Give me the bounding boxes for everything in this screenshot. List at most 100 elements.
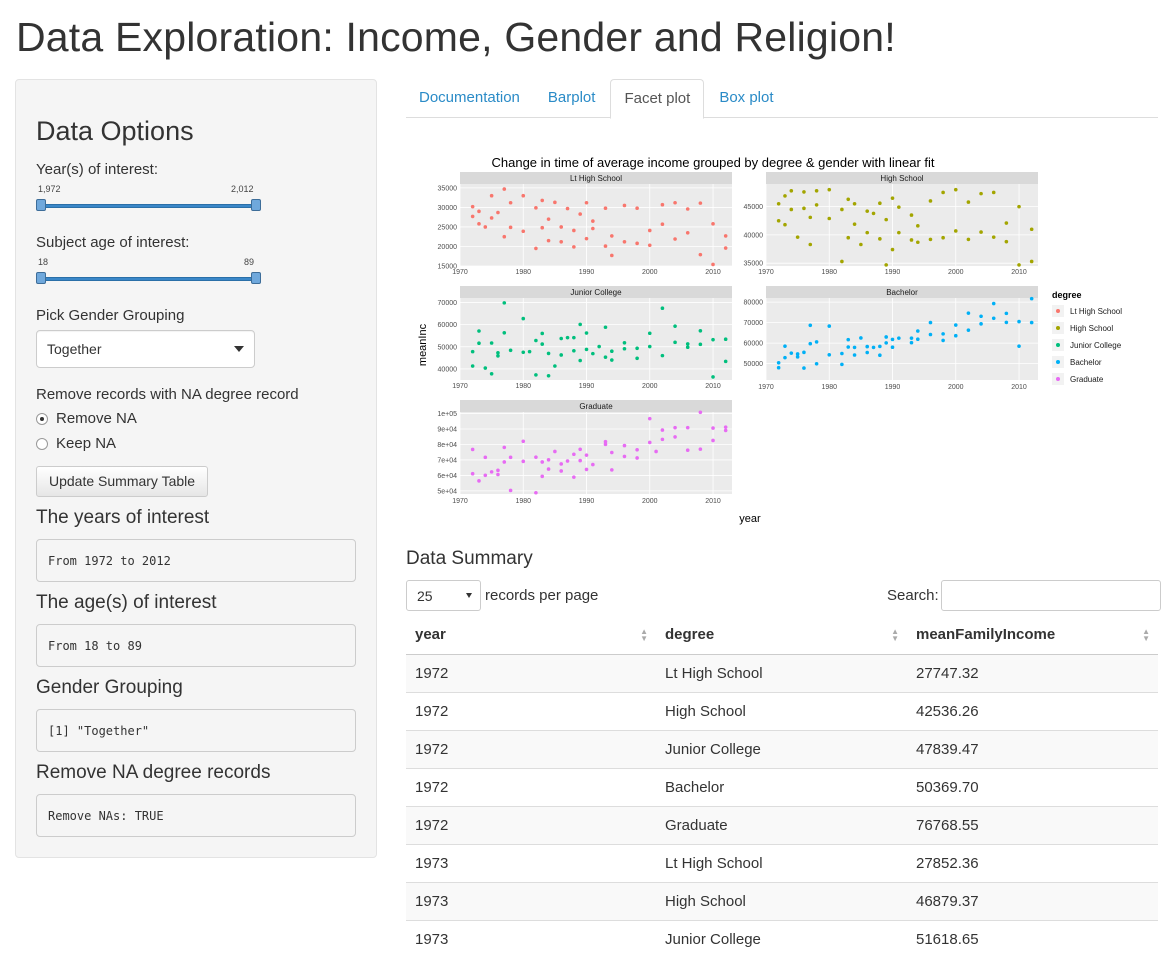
radio-unselected-icon[interactable] [36, 437, 48, 450]
year-slider[interactable]: 1,972 2,012 [36, 184, 356, 224]
data-point [483, 473, 488, 478]
data-point [884, 263, 888, 267]
data-point [827, 216, 832, 221]
radio-selected-icon[interactable] [36, 412, 48, 425]
y-tick-label: 35000 [438, 185, 458, 192]
y-tick-label: 9e+04 [437, 427, 457, 434]
facet-strip [460, 400, 732, 412]
data-point [783, 355, 787, 360]
data-point [928, 199, 933, 203]
data-point [489, 341, 494, 345]
cell-income: 50369.70 [907, 767, 1158, 806]
data-point [591, 226, 595, 231]
data-point [890, 247, 895, 252]
cell-year: 1973 [406, 881, 656, 920]
facet-plot: Change in time of average income grouped… [417, 155, 1122, 525]
data-point [698, 447, 703, 451]
facet-panel: Graduate 1970 1980 1990 2000 2010 5e+04 6e+04 7e… [437, 400, 732, 505]
data-point [572, 245, 576, 249]
gender-select[interactable]: Together [36, 330, 255, 368]
year-max-value: 2,012 [231, 184, 254, 194]
table-row: 1972 Junior College 47839.47 [406, 729, 1158, 768]
data-point [846, 197, 851, 202]
y-tick-label: 5e+04 [437, 488, 457, 495]
update-summary-button[interactable]: Update Summary Table [36, 466, 209, 497]
table-row: 1973 Lt High School 27852.36 [406, 843, 1158, 882]
data-point [546, 217, 551, 221]
facet-strip [766, 286, 1038, 298]
data-point [685, 342, 690, 346]
data-point [711, 337, 715, 342]
sort-icon: ▲ ▼ [640, 627, 648, 643]
data-point [711, 438, 715, 443]
data-point [647, 416, 652, 421]
data-point [698, 342, 703, 347]
panel-background [766, 298, 1038, 380]
legend: degree Lt High School High School Junior C… [1052, 290, 1122, 385]
output-gender: [1] "Together" [36, 709, 356, 752]
data-point [723, 234, 728, 238]
data-point [852, 353, 857, 357]
data-point [603, 325, 608, 330]
sort-icon: ▲ ▼ [891, 627, 899, 643]
age-slider-handle-max[interactable] [251, 272, 261, 284]
data-point [916, 337, 920, 342]
data-point [635, 456, 639, 460]
search-input[interactable] [940, 580, 1161, 611]
data-point [540, 225, 545, 230]
data-point [966, 200, 971, 204]
facet-panel: High School 1970 1980 1990 2000 2010 35000 4000… [744, 172, 1038, 276]
data-point [559, 469, 564, 473]
records-per-page-select[interactable]: 25 [406, 580, 481, 611]
cell-degree: Lt High School [656, 843, 907, 882]
data-point [890, 196, 895, 200]
data-point [953, 323, 958, 327]
data-point [502, 445, 507, 450]
year-slider-handle-min[interactable] [36, 199, 46, 211]
year-slider-handle-max[interactable] [251, 199, 261, 211]
year-slider-track[interactable] [38, 204, 258, 208]
data-point [916, 329, 920, 333]
year-label: Year(s) of interest: [36, 161, 158, 178]
x-tick-label: 2000 [948, 384, 964, 391]
data-point [610, 468, 614, 472]
data-point [916, 240, 920, 245]
data-point [840, 362, 844, 367]
radio-remove-na[interactable]: Remove NA [36, 410, 356, 427]
x-tick-label: 1970 [452, 269, 468, 276]
chart-title: Change in time of average income grouped… [492, 155, 935, 170]
data-point [698, 201, 703, 205]
data-point [685, 207, 690, 211]
data-point [789, 188, 794, 193]
tab-facet-plot[interactable]: Facet plot [610, 79, 705, 119]
facet-strip-label: Bachelor [886, 288, 918, 297]
cell-year: 1973 [406, 843, 656, 882]
radio-keep-na[interactable]: Keep NA [36, 435, 356, 452]
age-slider[interactable]: 18 89 [36, 257, 356, 297]
data-point [584, 453, 589, 457]
data-point [572, 452, 576, 457]
tab-box-plot[interactable]: Box plot [719, 89, 774, 106]
column-header-year[interactable]: year ▲ ▼ [406, 616, 656, 655]
data-point [470, 204, 475, 209]
data-point [578, 458, 582, 463]
tab-documentation[interactable]: Documentation [419, 89, 520, 106]
x-tick-label: 1980 [515, 383, 531, 390]
facet-strip-label: High School [880, 174, 923, 183]
column-header-meanfamilyincome[interactable]: meanFamilyIncome ▲ ▼ [907, 616, 1158, 655]
data-point [559, 225, 564, 229]
data-point [470, 364, 475, 368]
age-slider-track[interactable] [38, 277, 258, 281]
x-tick-label: 2000 [948, 269, 964, 276]
data-point [723, 337, 728, 342]
legend-marker [1056, 360, 1060, 364]
x-tick-label: 2000 [642, 498, 658, 505]
column-header-degree[interactable]: degree ▲ ▼ [656, 616, 907, 655]
tab-barplot[interactable]: Barplot [547, 89, 596, 106]
cell-degree: Junior College [656, 729, 907, 768]
data-point [565, 335, 570, 340]
output-na-heading: Remove NA degree records [36, 762, 271, 783]
data-point [916, 224, 920, 228]
age-slider-handle-min[interactable] [36, 272, 46, 284]
data-point [603, 439, 608, 444]
